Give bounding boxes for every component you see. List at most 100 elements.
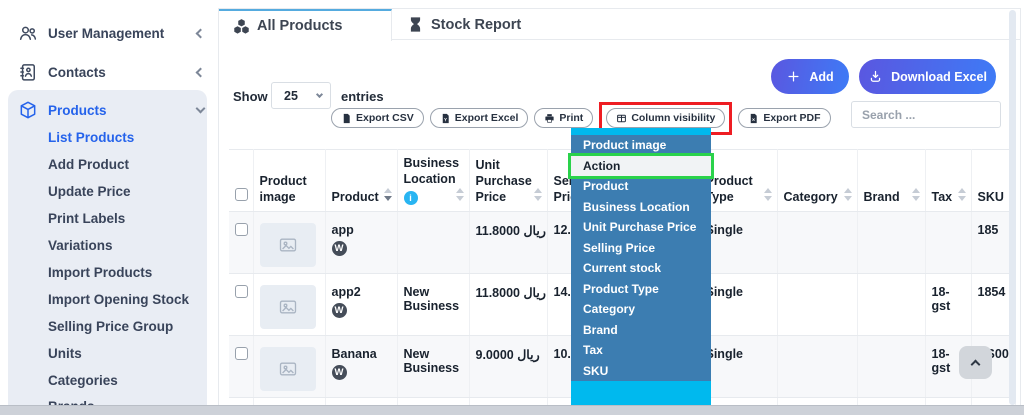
- image-icon: [279, 300, 296, 314]
- print-button[interactable]: Print: [534, 108, 594, 129]
- sort-icon[interactable]: [533, 188, 542, 202]
- chevron-down-icon: [315, 90, 324, 98]
- dropdown-item-brand[interactable]: Brand: [583, 322, 618, 337]
- sidebar-subitem-label: Units: [48, 345, 82, 361]
- dropdown-top-strip: [571, 128, 711, 135]
- col-category[interactable]: Category: [777, 149, 858, 213]
- tab-label: All Products: [257, 18, 343, 34]
- col-product-image: Product image: [253, 149, 326, 213]
- dropdown-item-category[interactable]: Category: [583, 302, 636, 317]
- row-checkbox[interactable]: [235, 347, 248, 361]
- scroll-to-top-button[interactable]: [959, 346, 992, 379]
- entries-select-value: 25: [284, 88, 298, 103]
- printer-icon: [545, 113, 555, 123]
- col-product[interactable]: Product: [325, 149, 398, 213]
- row-checkbox[interactable]: [235, 285, 248, 299]
- row-checkbox[interactable]: [235, 223, 248, 237]
- add-button[interactable]: Add: [771, 59, 849, 94]
- dropdown-item-tax[interactable]: Tax: [583, 343, 603, 358]
- sidebar-item-update-price[interactable]: Update Price: [48, 181, 208, 201]
- tab-stock-report[interactable]: Stock Report: [407, 9, 521, 40]
- dropdown-item-product-image[interactable]: Product image: [583, 138, 667, 153]
- col-brand[interactable]: Brand: [857, 149, 926, 213]
- unit-purchase-price-cell: 11.8000 ريال: [469, 211, 548, 275]
- table-header-row: Product image Product Business Location …: [229, 149, 1016, 213]
- vertical-scrollbar[interactable]: [1009, 10, 1016, 405]
- sidebar-subitem-label: Selling Price Group: [48, 318, 174, 334]
- sidebar-item-add-product[interactable]: Add Product: [48, 154, 208, 174]
- unit-purchase-price-cell: 11.8000 ريال: [469, 273, 548, 337]
- sidebar-item-variations[interactable]: Variations: [48, 235, 208, 255]
- plus-icon: [788, 71, 799, 82]
- sidebar-item-products[interactable]: Products: [18, 99, 206, 121]
- annotation-red-box: Column visibility: [599, 102, 733, 135]
- product-type-cell: Single: [699, 211, 778, 275]
- entries-label: entries: [341, 89, 384, 104]
- file-pdf-icon: [751, 113, 758, 123]
- main-card: All Products Stock Report Show 25 entrie…: [218, 8, 1021, 415]
- sort-icon[interactable]: [957, 188, 966, 202]
- sidebar-item-import-products[interactable]: Import Products: [48, 262, 208, 282]
- chevron-left-icon: [195, 67, 206, 77]
- export-csv-button[interactable]: Export CSV: [331, 108, 424, 129]
- sidebar-item-categories[interactable]: Categories: [48, 370, 208, 390]
- brand-cell: [857, 211, 926, 275]
- button-label: Print: [559, 112, 584, 125]
- dropdown-item-selling-price[interactable]: Selling Price: [583, 240, 656, 255]
- button-label: Column visibility: [631, 112, 716, 124]
- sidebar-item-label: User Management: [48, 25, 165, 41]
- show-label: Show: [233, 89, 268, 104]
- product-image-placeholder: [259, 347, 316, 392]
- sidebar-item-list-products[interactable]: List Products: [48, 127, 208, 147]
- sort-icon[interactable]: [911, 188, 920, 202]
- sidebar-subitem-label: Update Price: [48, 183, 131, 199]
- col-product-type[interactable]: Product Type: [699, 149, 778, 213]
- dropdown-bottom-strip: [571, 381, 711, 406]
- col-tax[interactable]: Tax: [925, 149, 972, 213]
- chevron-up-icon: [970, 359, 981, 370]
- sidebar-subitem-label: Import Products: [48, 264, 153, 280]
- sidebar-subitem-label: Categories: [48, 372, 118, 388]
- dropdown-item-action[interactable]: Action: [568, 152, 714, 179]
- product-image-placeholder: [259, 285, 316, 330]
- sidebar-item-label: Contacts: [48, 64, 106, 80]
- download-excel-button[interactable]: Download Excel: [859, 59, 996, 94]
- sidebar-item-selling-price-group[interactable]: Selling Price Group: [48, 316, 208, 336]
- sort-icon[interactable]: [383, 188, 392, 202]
- file-excel-icon: [442, 113, 449, 123]
- col-business-location[interactable]: Business Location: [397, 149, 470, 213]
- column-visibility-button[interactable]: Column visibility: [606, 108, 726, 128]
- dropdown-item-product-type[interactable]: Product Type: [583, 281, 659, 296]
- dropdown-item-business-location[interactable]: Business Location: [583, 199, 690, 214]
- unit-purchase-price-cell: 9.0000 ريال: [469, 335, 548, 399]
- select-all-checkbox[interactable]: [235, 187, 248, 201]
- col-sku[interactable]: SKU: [971, 149, 1016, 213]
- brand-cell: [857, 335, 926, 399]
- tab-all-products[interactable]: All Products: [219, 9, 392, 41]
- search-input[interactable]: [851, 101, 1001, 128]
- sidebar-item-contacts[interactable]: Contacts: [18, 61, 206, 83]
- dropdown-item-product[interactable]: Product: [583, 179, 629, 194]
- entries-per-page-select[interactable]: 25: [271, 82, 331, 109]
- col-unit-purchase-price[interactable]: Unit Purchase Price: [469, 149, 548, 213]
- sidebar-item-import-opening-stock[interactable]: Import Opening Stock: [48, 289, 208, 309]
- sidebar-item-print-labels[interactable]: Print Labels: [48, 208, 208, 228]
- select-all-header: [229, 149, 254, 213]
- export-pdf-button[interactable]: Export PDF: [738, 108, 831, 129]
- dropdown-item-current-stock[interactable]: Current stock: [583, 261, 662, 276]
- columns-icon: [617, 114, 627, 122]
- dropdown-item-unit-purchase-price[interactable]: Unit Purchase Price: [583, 220, 697, 235]
- sort-icon[interactable]: [763, 188, 772, 202]
- sidebar-item-user-management[interactable]: User Management: [18, 22, 206, 44]
- info-icon[interactable]: [403, 191, 418, 206]
- horizontal-scrollbar[interactable]: [0, 405, 1024, 415]
- export-excel-button[interactable]: Export Excel: [429, 108, 529, 129]
- dropdown-item-sku[interactable]: SKU: [583, 363, 609, 378]
- chevron-down-icon: [195, 103, 206, 114]
- sort-icon[interactable]: [843, 188, 852, 202]
- sidebar-subitem-label: Add Product: [48, 156, 129, 172]
- products-group-panel: [8, 90, 207, 415]
- sidebar-item-units[interactable]: Units: [48, 343, 208, 363]
- product-name: app: [331, 223, 354, 238]
- sort-icon[interactable]: [455, 188, 464, 202]
